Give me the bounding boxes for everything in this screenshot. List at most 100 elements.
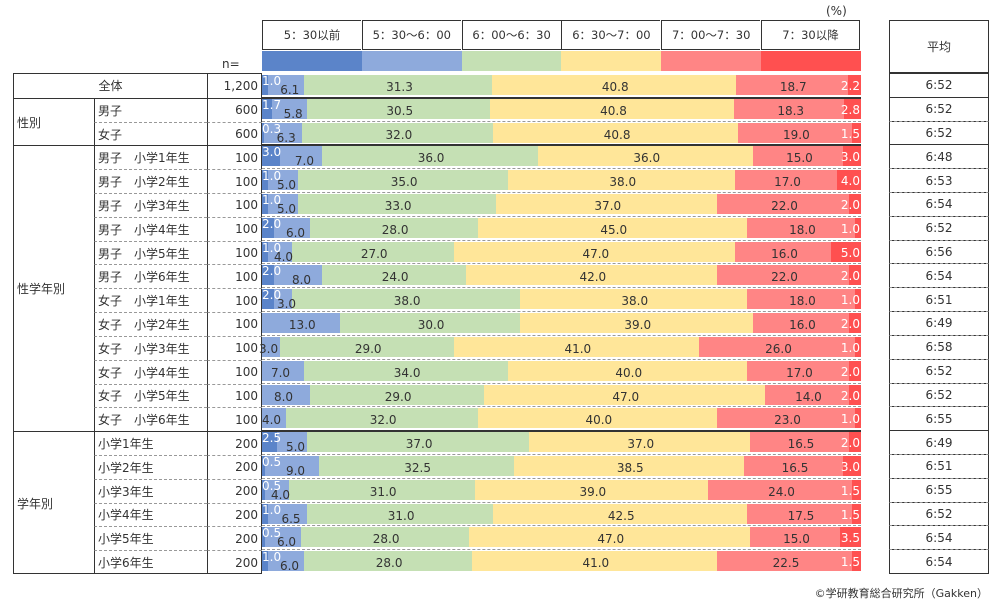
data-label: 1.0 bbox=[262, 193, 282, 208]
bar-segment bbox=[262, 241, 268, 262]
legend-label: 6：30〜7：00 bbox=[561, 20, 661, 50]
bar-segment bbox=[309, 384, 484, 405]
bar-segment bbox=[276, 432, 307, 453]
row-separator bbox=[262, 358, 861, 360]
bar-segment bbox=[262, 194, 268, 215]
bar-segment bbox=[747, 289, 855, 310]
average-value: 6:55 bbox=[889, 406, 989, 432]
bar-segment bbox=[267, 170, 298, 191]
data-label: 4.0 bbox=[270, 487, 291, 502]
average-value: 6:48 bbox=[889, 144, 989, 170]
data-label: 29.0 bbox=[384, 389, 412, 404]
bar-segment bbox=[477, 217, 748, 238]
n-value: 100 bbox=[207, 312, 262, 336]
data-label: 28.0 bbox=[372, 532, 400, 547]
n-value: 100 bbox=[207, 193, 262, 217]
row-separator bbox=[262, 501, 861, 503]
data-label: 17.0 bbox=[774, 175, 801, 190]
row-label: 女子 小学6年生 bbox=[94, 407, 207, 432]
bar-segment bbox=[849, 313, 861, 334]
data-label: 37.0 bbox=[405, 437, 433, 452]
bar-segment bbox=[453, 336, 700, 357]
bar-row: 7.0 34.0 40.0 17.0 2.0 bbox=[262, 360, 861, 381]
average-value: 6:52 bbox=[889, 382, 989, 408]
n-value: 100 bbox=[207, 288, 262, 313]
data-label: 3.0 bbox=[840, 150, 860, 165]
data-label: 1.0 bbox=[840, 221, 860, 236]
data-label: 38.5 bbox=[616, 460, 644, 475]
bar-segment bbox=[318, 455, 514, 476]
data-label: 23.0 bbox=[774, 413, 801, 428]
data-label: 18.7 bbox=[779, 80, 807, 94]
bar-segment bbox=[492, 503, 748, 524]
bar-segment bbox=[507, 360, 748, 381]
bar-segment bbox=[507, 170, 736, 191]
bar-segment bbox=[262, 360, 304, 381]
bar-segment bbox=[735, 241, 832, 262]
row-separator bbox=[262, 430, 861, 433]
row-separator bbox=[262, 168, 861, 170]
bar-segment bbox=[471, 551, 718, 572]
average-value: 6:51 bbox=[889, 287, 989, 313]
bar-segment bbox=[262, 122, 264, 143]
bar-segment bbox=[747, 360, 850, 381]
bar-row: 2.0 8.0 24.0 42.0 22.0 2.0 bbox=[262, 265, 861, 286]
data-label: 2.0 bbox=[840, 388, 860, 403]
bar-segment bbox=[306, 98, 490, 119]
bar-segment bbox=[262, 98, 273, 119]
bar-segment bbox=[852, 479, 861, 500]
data-label: 3.0 bbox=[276, 297, 297, 312]
row-separator bbox=[262, 453, 861, 455]
data-label: 1.0 bbox=[840, 340, 860, 355]
bar-segment bbox=[474, 479, 709, 500]
data-label: 47.0 bbox=[612, 389, 640, 404]
average-value: 6:52 bbox=[889, 215, 989, 241]
bar-segment bbox=[262, 289, 274, 310]
bar-row: 1.0 6.5 31.0 42.5 17.5 1.5 bbox=[262, 502, 861, 525]
average-value: 6:54 bbox=[889, 263, 989, 289]
bar-row: 1.0 6.1 31.3 40.8 18.7 2.2 bbox=[262, 75, 861, 97]
data-label: 2.5 bbox=[262, 431, 282, 446]
data-label: 7.0 bbox=[270, 365, 291, 380]
bar-segment bbox=[753, 313, 849, 334]
group-label: 性別 bbox=[14, 97, 94, 146]
data-label: 15.0 bbox=[786, 151, 813, 166]
row-label: 小学5年生 bbox=[94, 526, 207, 551]
data-label: 16.0 bbox=[771, 246, 798, 261]
data-label: 17.0 bbox=[786, 365, 813, 380]
row-separator bbox=[262, 525, 861, 527]
bar-segment bbox=[717, 194, 849, 215]
data-label: 8.0 bbox=[273, 389, 294, 404]
data-label: 1.0 bbox=[262, 502, 282, 517]
data-label: 0.5 bbox=[262, 454, 282, 469]
bar-segment bbox=[264, 479, 289, 500]
row-separator bbox=[262, 382, 861, 384]
average-value: 6:53 bbox=[889, 168, 989, 194]
row-label: 女子 小学4年生 bbox=[94, 359, 207, 384]
average-value: 6:52 bbox=[889, 120, 989, 146]
bar-segment bbox=[291, 289, 520, 310]
bar-row: 2.0 3.0 38.0 38.0 18.0 1.0 bbox=[262, 289, 861, 312]
n-value: 200 bbox=[207, 478, 262, 503]
data-label: 19.0 bbox=[783, 127, 810, 142]
legend-swatch bbox=[461, 51, 562, 71]
data-label: 1.5 bbox=[840, 483, 860, 498]
row-separator bbox=[262, 239, 861, 241]
legend-label: 6：00〜6：30 bbox=[461, 20, 561, 50]
bar-segment bbox=[321, 146, 538, 167]
bar-segment bbox=[735, 170, 838, 191]
bar-segment bbox=[306, 503, 493, 524]
legend-label: 7：30以降 bbox=[761, 20, 860, 50]
data-label: 35.0 bbox=[390, 175, 418, 190]
data-label: 6.1 bbox=[280, 83, 300, 97]
n-value: 100 bbox=[207, 216, 262, 241]
data-label: 26.0 bbox=[765, 341, 792, 356]
data-label: 5.8 bbox=[283, 106, 303, 121]
data-label: 31.3 bbox=[386, 80, 413, 94]
data-label: 5.0 bbox=[276, 202, 297, 217]
data-label: 0.5 bbox=[262, 478, 282, 493]
data-label: 2.0 bbox=[840, 364, 860, 379]
data-label: 29.0 bbox=[354, 341, 382, 356]
n-value: 1,200 bbox=[207, 74, 262, 98]
bar-row: 2.5 5.0 37.0 37.0 16.5 2.0 bbox=[262, 431, 861, 453]
